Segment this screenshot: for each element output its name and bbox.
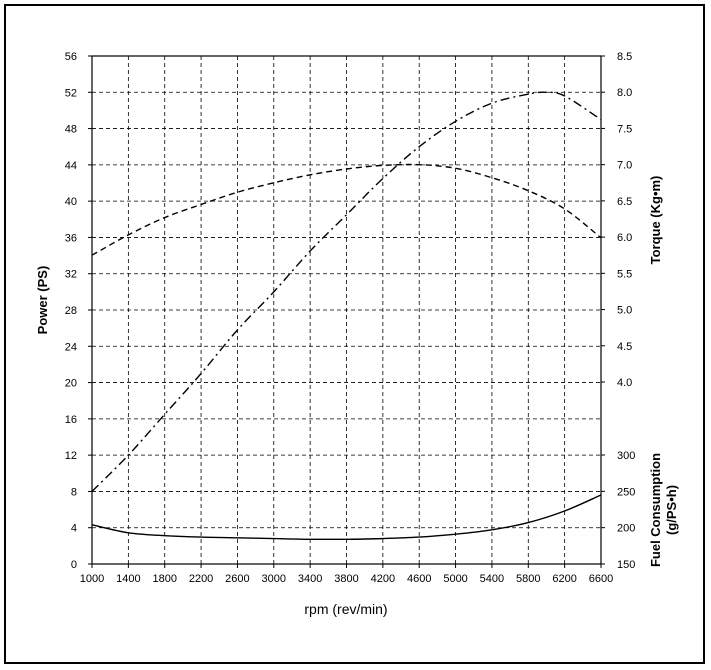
fuel-consumption-curve — [91, 494, 602, 541]
torque-tick-label: 4.5 — [617, 341, 632, 353]
x-axis-title: rpm (rev/min) — [304, 601, 387, 617]
torque-tick-label: 5.0 — [617, 305, 632, 317]
x-tick-label: 3000 — [262, 573, 286, 585]
torque-axis-ticks: 4.0 4.5 5.0 5.5 6.0 6.5 7.0 7.5 8.0 8.5 — [601, 51, 632, 389]
left-tick-label: 28 — [65, 305, 77, 317]
fuel-axis-title-line1: Fuel Consumption — [648, 453, 663, 567]
left-tick-label: 56 — [65, 51, 77, 63]
x-tick-label: 3800 — [334, 573, 358, 585]
left-tick-label: 4 — [71, 523, 77, 535]
left-tick-label: 20 — [65, 378, 77, 390]
torque-tick-label: 6.5 — [617, 196, 632, 208]
torque-tick-label: 8.5 — [617, 51, 632, 63]
left-tick-label: 16 — [65, 414, 77, 426]
left-tick-label: 40 — [65, 196, 77, 208]
left-axis-title: Power (PS) — [35, 266, 50, 335]
x-tick-label: 6600 — [589, 573, 613, 585]
torque-curve — [91, 163, 602, 256]
x-tick-label: 3400 — [298, 573, 322, 585]
x-tick-label: 4200 — [371, 573, 395, 585]
power-curve — [91, 91, 602, 492]
left-tick-label: 12 — [65, 450, 77, 462]
torque-tick-label: 8.0 — [617, 87, 632, 99]
fuel-tick-label: 200 — [617, 523, 635, 535]
fuel-axis-ticks: 150 200 250 300 — [601, 450, 635, 571]
fuel-tick-label: 150 — [617, 559, 635, 571]
left-tick-label: 32 — [65, 269, 77, 281]
torque-tick-label: 7.5 — [617, 123, 632, 135]
left-tick-label: 48 — [65, 124, 77, 136]
fuel-axis-title-line2: (g/PS•h) — [664, 485, 679, 535]
chart-frame — [4, 4, 705, 664]
x-tick-label: 5800 — [516, 573, 540, 585]
left-tick-label: 44 — [65, 160, 77, 172]
grid-lines — [91, 55, 602, 565]
x-tick-label: 2600 — [225, 573, 249, 585]
x-tick-label: 2200 — [189, 573, 213, 585]
torque-tick-label: 6.0 — [617, 232, 632, 244]
x-tick-label: 1800 — [152, 573, 176, 585]
x-tick-label: 1400 — [116, 573, 140, 585]
left-tick-label: 8 — [71, 486, 77, 498]
fuel-tick-label: 250 — [617, 486, 635, 498]
x-axis-ticks: 1000 1400 1800 2200 2600 3000 3400 3800 4200 4600… — [80, 564, 613, 585]
x-tick-label: 5400 — [480, 573, 504, 585]
x-tick-label: 5000 — [443, 573, 467, 585]
torque-tick-label: 4.0 — [617, 377, 632, 389]
x-tick-label: 6200 — [552, 573, 576, 585]
torque-tick-label: 7.0 — [617, 160, 632, 172]
data-curves — [91, 91, 602, 541]
left-tick-label: 52 — [65, 87, 77, 99]
left-tick-label: 36 — [65, 232, 77, 244]
left-tick-label: 24 — [65, 341, 77, 353]
torque-axis-title: Torque (Kg•m) — [648, 176, 663, 265]
torque-tick-label: 5.5 — [617, 268, 632, 280]
fuel-tick-label: 300 — [617, 450, 635, 462]
x-tick-label: 1000 — [80, 573, 104, 585]
left-tick-label: 0 — [71, 559, 77, 571]
x-tick-label: 4600 — [407, 573, 431, 585]
